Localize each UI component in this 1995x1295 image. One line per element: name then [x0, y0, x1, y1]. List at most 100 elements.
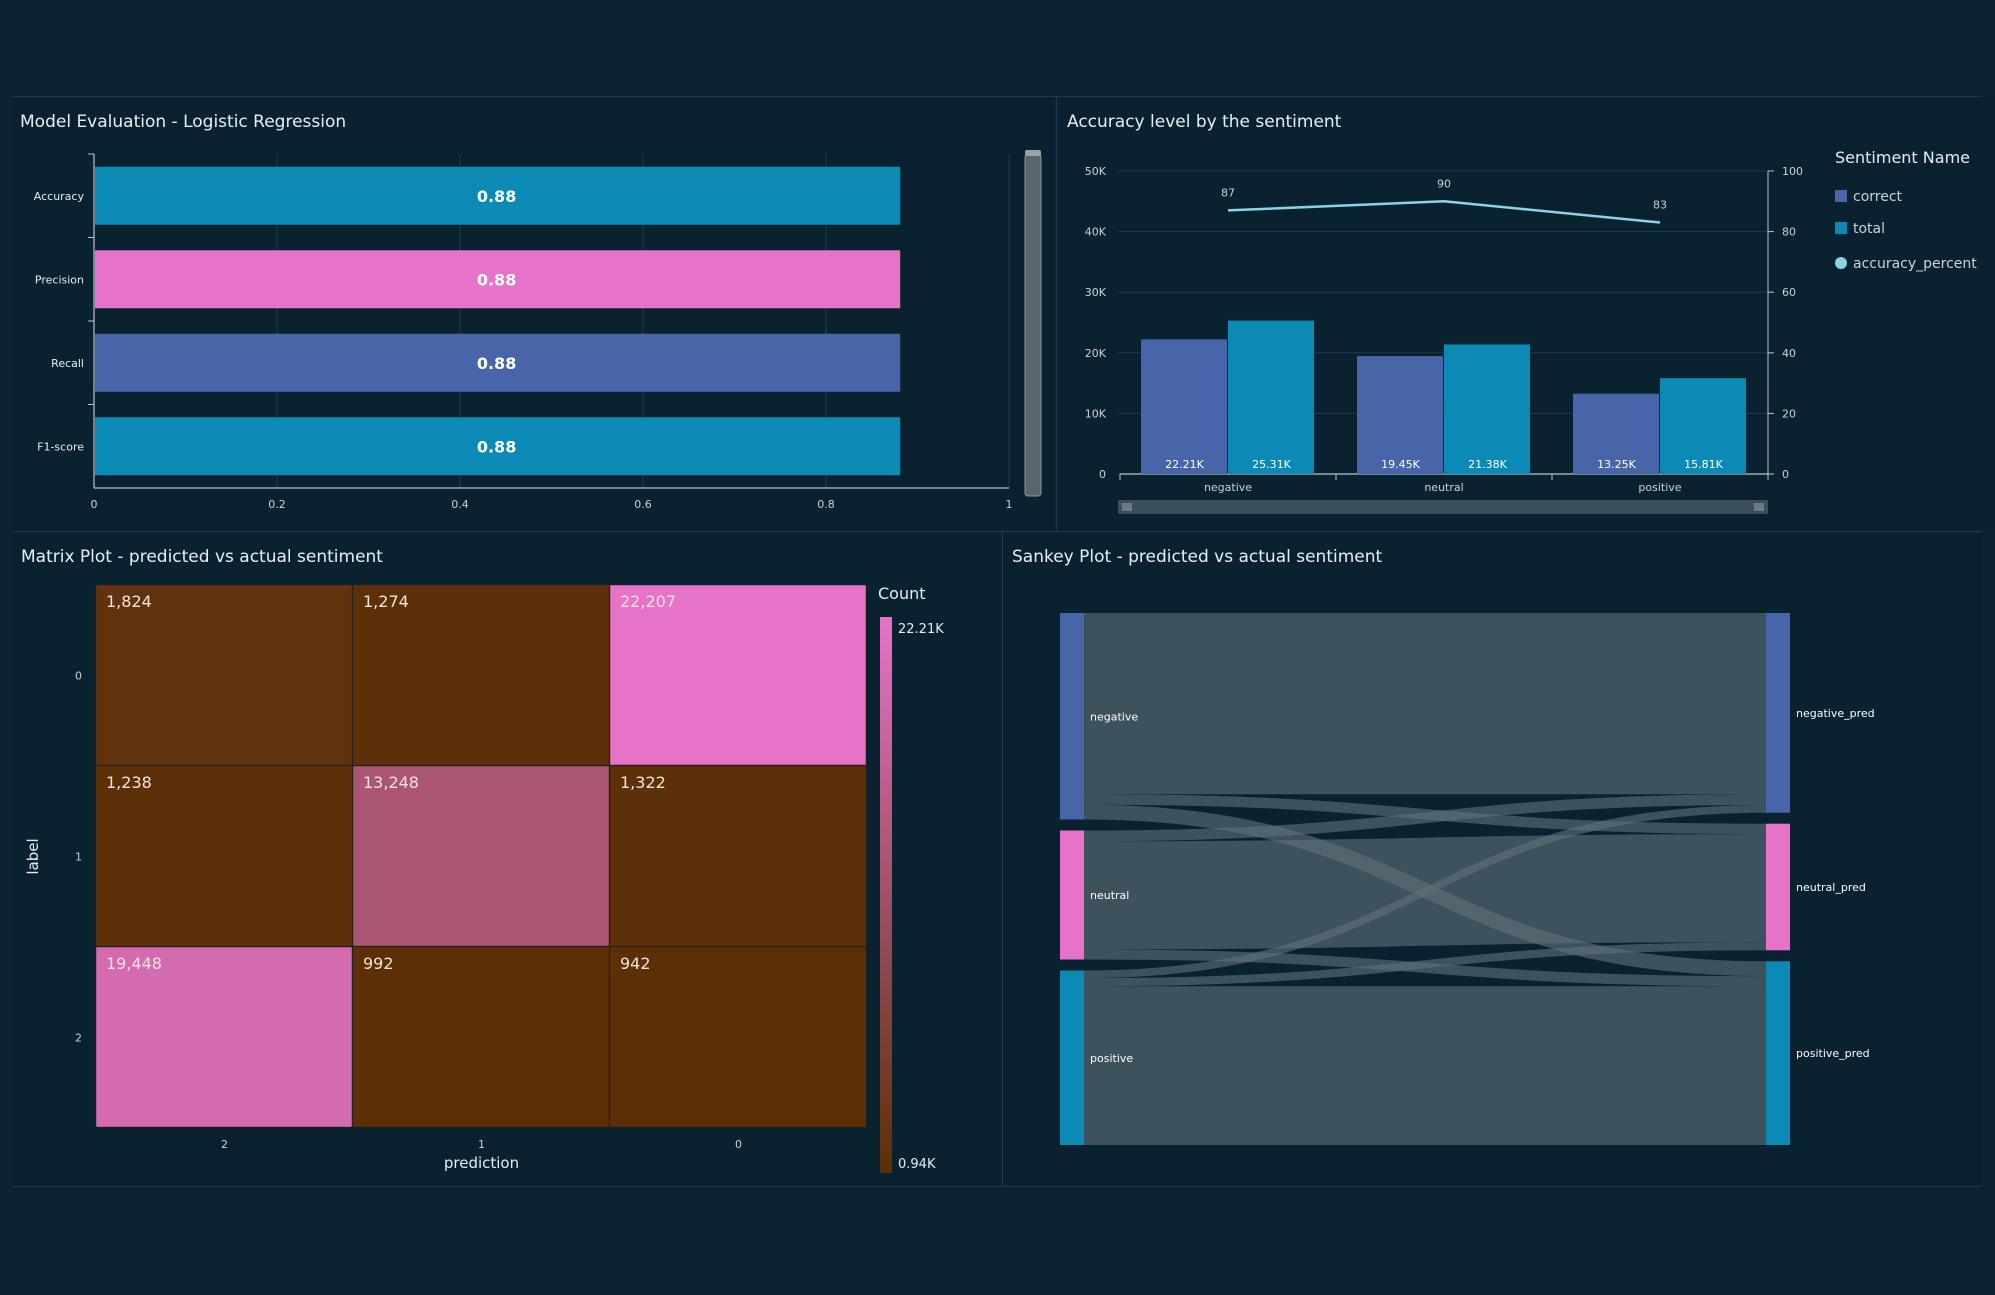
legend-swatch-total — [1835, 222, 1847, 234]
bottom-column-divider — [1002, 531, 1003, 1186]
matrix-chart: 1,824 1,274 22,207 1,238 13,248 1,322 19,448 99… — [24, 584, 944, 1173]
sankey-link-positive-negative_pred — [1083, 805, 1767, 979]
sankey-link-positive-neutral_pred — [1083, 942, 1767, 987]
cell-value-label: 1,322 — [620, 773, 666, 792]
bar-precision — [95, 250, 901, 309]
y2-tick-label: 60 — [1782, 286, 1796, 299]
category-label: F1-score — [37, 440, 84, 453]
bar-value-label: 19.45K — [1381, 458, 1420, 471]
cell-value-label: 19,448 — [106, 954, 162, 973]
y-tick-label: 40K — [1085, 226, 1107, 239]
y-tick-label: 10K — [1085, 407, 1107, 420]
bar-value-label: 0.88 — [477, 187, 516, 206]
bar-f1-score — [95, 417, 901, 476]
top-divider — [12, 96, 1982, 97]
y2-tick-label: 80 — [1782, 226, 1796, 239]
x-axis-label: prediction — [444, 1154, 519, 1172]
y2-tick-label: 0 — [1782, 468, 1789, 481]
sankey-node-negative — [1060, 613, 1084, 820]
y2-tick-label: 40 — [1782, 347, 1796, 360]
sankey-node-label: neutral_pred — [1796, 881, 1866, 894]
y2-tick-label: 20 — [1782, 407, 1796, 420]
bar-value-label: 22.21K — [1165, 458, 1204, 471]
scrollbar-right-handle — [1754, 503, 1764, 511]
sankey-title: Sankey Plot - predicted vs actual sentim… — [1012, 547, 1383, 567]
category-label: positive — [1638, 481, 1681, 494]
accuracy-title: Accuracy level by the sentiment — [1067, 112, 1342, 132]
accuracy-chart: 0 10K 20K 30K 40K 50K 0 20 40 60 80 100 22.21K 25.31K… — [1085, 148, 1977, 514]
category-label: negative — [1204, 481, 1252, 494]
heatmap-cell — [95, 946, 353, 1128]
model-evaluation-chart: 0 0.2 0.4 0.6 0.8 1 Accuracy 0.88 Precision 0.88 R… — [34, 150, 1042, 511]
bar-value-label: 0.88 — [477, 354, 516, 373]
x-tick-label: 0.2 — [268, 498, 286, 511]
sankey-node-label: positive_pred — [1796, 1047, 1870, 1060]
heatmap-cell — [95, 584, 353, 766]
bar-accuracy — [95, 166, 901, 225]
line-point-label: 87 — [1221, 186, 1235, 199]
colorbar-min-label: 0.94K — [898, 1157, 936, 1172]
cell-value-label: 942 — [620, 954, 651, 973]
matrix-title: Matrix Plot - predicted vs actual sentim… — [21, 547, 383, 567]
bar-value-label: 13.25K — [1597, 458, 1636, 471]
heatmap-cell — [352, 946, 610, 1128]
y-tick-label: 1 — [75, 851, 82, 864]
sankey-node-neutral — [1060, 830, 1084, 960]
cell-value-label: 22,207 — [620, 592, 676, 611]
sankey-node-label: negative_pred — [1796, 707, 1875, 720]
cell-value-label: 1,274 — [363, 592, 409, 611]
y-tick-label: 20K — [1085, 347, 1107, 360]
accuracy-panel: Accuracy level by the sentiment 0 10K 20K 3… — [1058, 98, 1995, 530]
x-tick-label: 0 — [735, 1138, 742, 1151]
sankey-node-positive — [1060, 970, 1084, 1145]
y-tick-label: 2 — [75, 1032, 82, 1045]
line-point-label: 90 — [1437, 177, 1451, 190]
heatmap-cell — [352, 584, 610, 766]
cell-value-label: 1,238 — [106, 773, 152, 792]
bar-total-positive — [1660, 378, 1746, 474]
bar-correct-neutral — [1357, 356, 1443, 474]
legend-label: accuracy_percent — [1853, 256, 1977, 272]
y-tick-label: 50K — [1085, 165, 1107, 178]
legend-label: total — [1853, 221, 1885, 237]
sankey-node-label: negative — [1090, 710, 1138, 723]
cell-value-label: 13,248 — [363, 773, 419, 792]
bar-value-label: 15.81K — [1684, 458, 1723, 471]
legend-title: Sentiment Name — [1835, 148, 1970, 167]
scrollbar-thumb — [1024, 153, 1042, 497]
bar-value-label: 0.88 — [477, 270, 516, 289]
bar-correct-positive — [1573, 393, 1659, 474]
sankey-link-neutral-negative_pred — [1083, 794, 1767, 842]
cell-value-label: 992 — [363, 954, 394, 973]
legend-label: correct — [1853, 189, 1903, 205]
legend-swatch-accuracy-percent — [1835, 257, 1847, 269]
colorbar-max-label: 22.21K — [898, 622, 944, 637]
line-point-label: 83 — [1653, 199, 1667, 212]
colorbar — [880, 617, 892, 1173]
model-evaluation-title: Model Evaluation - Logistic Regression — [20, 112, 347, 132]
x-tick-label: 0.8 — [817, 498, 835, 511]
bar-value-label: 25.31K — [1252, 458, 1291, 471]
x-tick-label: 2 — [221, 1138, 228, 1151]
bar-value-label: 0.88 — [477, 437, 516, 456]
accuracy-percent-line — [1227, 200, 1661, 224]
bar-recall — [95, 333, 901, 392]
bar-correct-negative — [1141, 339, 1227, 474]
top-column-divider — [1056, 96, 1057, 531]
sankey-node-label: positive — [1090, 1052, 1133, 1065]
bottom-divider — [12, 1186, 1982, 1187]
category-label: neutral — [1424, 481, 1463, 494]
heatmap-cell — [609, 584, 867, 766]
horizontal-scrollbar — [1118, 500, 1768, 514]
sankey-node-neutral_pred — [1766, 823, 1790, 951]
sankey-node-label: neutral — [1090, 889, 1129, 902]
legend-swatch-correct — [1835, 190, 1847, 202]
cell-value-label: 1,824 — [106, 592, 152, 611]
x-tick-label: 0.6 — [634, 498, 652, 511]
heatmap-cell — [352, 765, 610, 947]
category-label: Precision — [35, 273, 84, 286]
bar-total-neutral — [1444, 344, 1530, 474]
y-tick-label: 0 — [75, 670, 82, 683]
sankey-node-positive_pred — [1766, 961, 1790, 1145]
category-label: Recall — [51, 357, 84, 370]
